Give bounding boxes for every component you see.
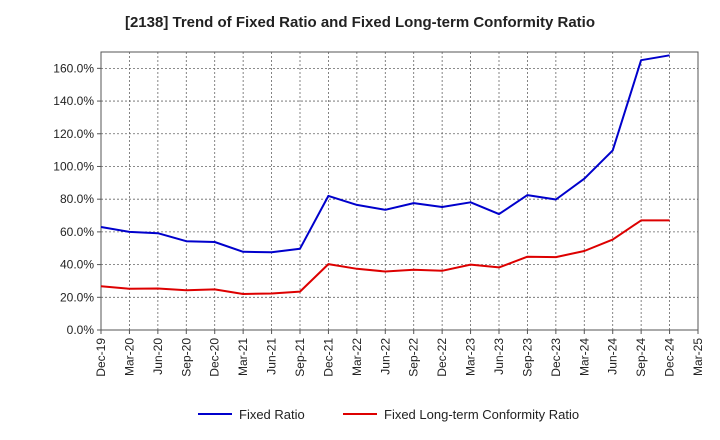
series-line-1 <box>100 219 670 295</box>
series-line-0 <box>100 54 670 254</box>
x-tick-label: Mar-25 <box>691 338 705 376</box>
x-tick-label: Dec-20 <box>208 338 222 377</box>
y-tick-label: 80.0% <box>60 192 94 206</box>
x-tick-label: Mar-24 <box>577 338 591 376</box>
y-tick-label: 60.0% <box>60 225 94 239</box>
legend-label: Fixed Long-term Conformity Ratio <box>384 407 579 422</box>
x-tick-label: Jun-24 <box>606 338 620 375</box>
x-tick-label: Mar-20 <box>122 338 136 376</box>
x-tick-label: Sep-24 <box>634 338 648 377</box>
x-axis: Dec-19 Mar-20 Jun-20 Sep-20 Dec-20 Mar-21 Jun-… <box>94 330 705 377</box>
y-tick-label: 40.0% <box>60 258 94 272</box>
x-tick-label: Sep-20 <box>179 338 193 377</box>
x-tick-label: Sep-21 <box>293 338 307 377</box>
x-tick-label: Dec-22 <box>435 338 449 377</box>
x-tick-label: Dec-21 <box>321 338 335 377</box>
x-tick-label: Mar-22 <box>350 338 364 376</box>
x-tick-label: Mar-23 <box>464 338 478 376</box>
plot-area-border <box>100 51 699 331</box>
y-tick-label: 160.0% <box>53 61 94 75</box>
y-tick-label: 120.0% <box>53 127 94 141</box>
y-tick-label: 100.0% <box>53 159 94 173</box>
legend-label: Fixed Ratio <box>239 407 305 422</box>
x-tick-label: Jun-21 <box>265 338 279 375</box>
legend: Fixed Ratio Fixed Long-term Conformity Ra… <box>198 407 579 422</box>
series-lines <box>100 54 670 295</box>
x-tick-label: Dec-19 <box>94 338 108 377</box>
x-tick-label: Sep-22 <box>407 338 421 377</box>
x-tick-label: Jun-22 <box>378 338 392 375</box>
x-tick-label: Mar-21 <box>236 338 250 376</box>
grid-lines <box>100 52 699 331</box>
chart-title: [2138] Trend of Fixed Ratio and Fixed Lo… <box>124 14 596 31</box>
y-tick-label: 140.0% <box>53 94 94 108</box>
y-tick-label: 0.0% <box>67 323 95 337</box>
x-tick-label: Dec-24 <box>663 338 677 377</box>
x-tick-label: Jun-20 <box>151 338 165 375</box>
x-tick-label: Sep-23 <box>520 338 534 377</box>
x-tick-label: Jun-23 <box>492 338 506 375</box>
y-tick-label: 20.0% <box>60 290 94 304</box>
y-axis: 0.0% 20.0% 40.0% 60.0% 80.0% 100.0% 120.0% 140.… <box>53 61 101 337</box>
x-tick-label: Dec-23 <box>549 338 563 377</box>
